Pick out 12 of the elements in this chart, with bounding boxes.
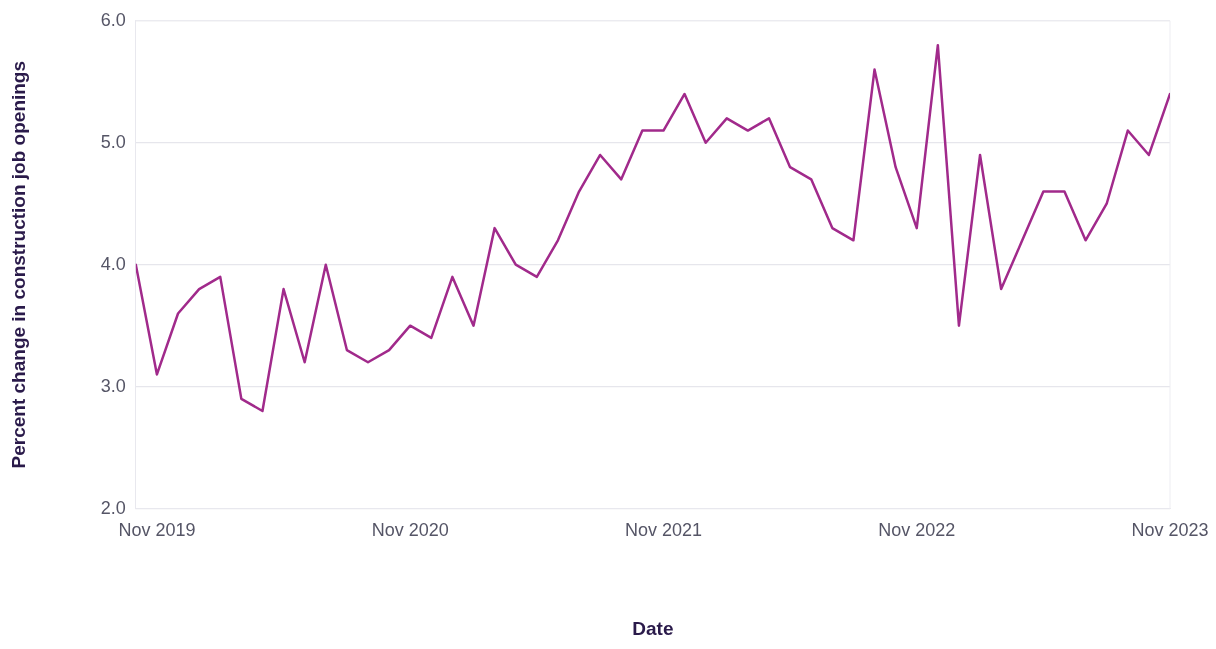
y-tick-label: 6.0 xyxy=(100,9,126,30)
x-axis-title: Date xyxy=(632,617,674,639)
y-tick-label: 4.0 xyxy=(100,253,126,274)
y-axis-title: Percent change in construction job openings xyxy=(7,60,29,469)
x-tick-label: Nov 2022 xyxy=(878,520,956,541)
x-tick-label: Nov 2020 xyxy=(371,520,449,541)
y-tick-label: 2.0 xyxy=(100,497,126,518)
y-tick-label: 5.0 xyxy=(100,131,126,152)
x-tick-label: Nov 2021 xyxy=(624,520,702,541)
y-tick-label: 3.0 xyxy=(100,375,126,396)
x-tick-label: Nov 2019 xyxy=(118,520,196,541)
x-tick-label: Nov 2023 xyxy=(1131,520,1209,541)
